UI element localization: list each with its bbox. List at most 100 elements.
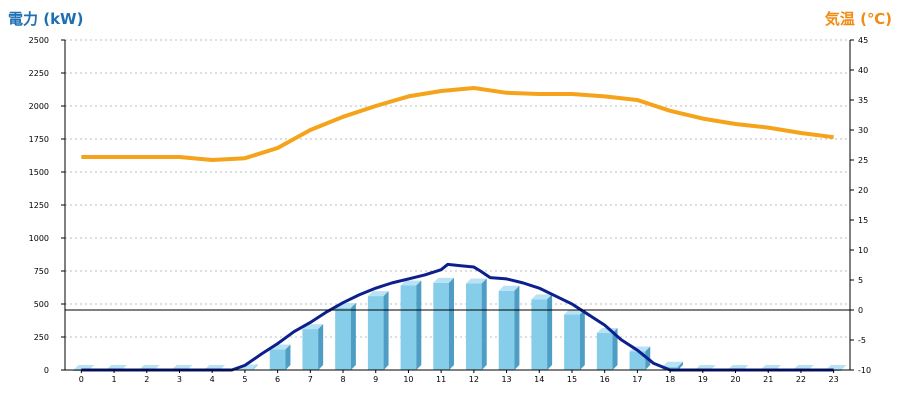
bar-side xyxy=(285,344,291,370)
bar-front xyxy=(498,290,515,370)
bar xyxy=(400,280,422,370)
right-tick-label: 40 xyxy=(858,66,868,75)
x-tick-label: 20 xyxy=(730,375,740,384)
right-tick-label: 35 xyxy=(858,96,868,105)
bar-top xyxy=(400,280,422,286)
left-tick-label: 1250 xyxy=(29,201,49,210)
bar-layer xyxy=(73,277,847,371)
right-tick-label: 0 xyxy=(858,306,863,315)
bar-front xyxy=(335,307,351,370)
left-tick-label: 2500 xyxy=(29,36,49,45)
x-tick-label: 13 xyxy=(501,375,511,384)
x-tick-label: 18 xyxy=(665,375,675,384)
bar-side xyxy=(448,277,454,370)
x-tick-label: 8 xyxy=(340,375,345,384)
bar-front xyxy=(367,296,384,370)
x-tick-label: 14 xyxy=(534,375,544,384)
bar-side xyxy=(318,324,324,370)
left-axis-title: 電力 (kW) xyxy=(8,10,83,28)
left-tick-label: 0 xyxy=(44,366,49,375)
bar xyxy=(662,361,683,370)
left-tick-label: 500 xyxy=(34,300,49,309)
bar-front xyxy=(662,366,678,370)
bar-front xyxy=(269,349,286,370)
x-tick-label: 1 xyxy=(112,375,117,384)
bar xyxy=(433,277,454,370)
x-tick-label: 0 xyxy=(79,375,84,384)
bar-front xyxy=(596,333,613,370)
left-tick-label: 1000 xyxy=(29,234,49,243)
bar xyxy=(335,302,356,370)
x-tick-label: 22 xyxy=(796,375,806,384)
left-tick-label: 2000 xyxy=(29,102,49,111)
x-tick-label: 6 xyxy=(275,375,280,384)
x-tick-label: 17 xyxy=(632,375,642,384)
bar-side xyxy=(547,294,553,370)
right-tick-label: 15 xyxy=(858,216,868,225)
bar-side xyxy=(416,280,422,370)
bar-top xyxy=(662,361,683,367)
label-layer: 02505007501000125015001750200022502500-1… xyxy=(29,36,871,384)
bar xyxy=(269,344,291,370)
bar xyxy=(498,285,520,370)
right-tick-label: 30 xyxy=(858,126,868,135)
left-tick-label: 1500 xyxy=(29,168,49,177)
x-tick-label: 7 xyxy=(308,375,313,384)
x-tick-label: 23 xyxy=(829,375,839,384)
x-tick-label: 10 xyxy=(403,375,413,384)
right-axis-title: 気温 (℃) xyxy=(825,10,892,28)
right-tick-label: 25 xyxy=(858,156,868,165)
axis-layer xyxy=(61,39,854,373)
line-layer xyxy=(81,86,834,372)
right-tick-label: 5 xyxy=(858,276,863,285)
bar-top xyxy=(498,285,520,291)
x-tick-label: 11 xyxy=(436,375,446,384)
bar-top xyxy=(564,309,585,315)
right-tick-label: -10 xyxy=(858,366,871,375)
x-tick-label: 9 xyxy=(373,375,378,384)
power-line xyxy=(81,262,834,372)
bar xyxy=(302,324,324,370)
bar-front xyxy=(400,285,417,370)
bar-front xyxy=(531,299,548,370)
bar xyxy=(531,294,553,370)
right-tick-label: -5 xyxy=(858,336,866,345)
left-tick-label: 2250 xyxy=(29,69,49,78)
right-tick-label: 45 xyxy=(858,36,868,45)
x-tick-label: 5 xyxy=(242,375,247,384)
bar xyxy=(466,278,487,370)
bar-side xyxy=(514,285,520,370)
x-tick-label: 15 xyxy=(567,375,577,384)
bar-front xyxy=(564,314,580,370)
x-tick-label: 21 xyxy=(763,375,773,384)
bar xyxy=(367,291,389,370)
bar-top xyxy=(531,294,553,300)
bar-top xyxy=(433,277,454,283)
bar-top xyxy=(466,278,487,284)
bar-front xyxy=(302,329,319,370)
left-tick-label: 250 xyxy=(34,333,49,342)
x-tick-label: 19 xyxy=(698,375,708,384)
grid-layer xyxy=(65,39,850,338)
bar-side xyxy=(612,328,618,370)
right-tick-label: 20 xyxy=(858,186,868,195)
temperature-line xyxy=(81,86,834,162)
left-tick-label: 1750 xyxy=(29,135,49,144)
right-tick-label: 10 xyxy=(858,246,868,255)
bar-side xyxy=(350,302,356,370)
bar-side xyxy=(252,364,258,370)
bar-side xyxy=(677,361,683,370)
bar-side xyxy=(481,278,487,370)
x-tick-label: 2 xyxy=(144,375,149,384)
bar-side xyxy=(579,309,585,370)
bar xyxy=(564,309,585,370)
left-tick-label: 750 xyxy=(34,267,49,276)
bar-top xyxy=(367,291,389,297)
x-tick-label: 4 xyxy=(210,375,215,384)
x-tick-label: 16 xyxy=(600,375,610,384)
bar-side xyxy=(383,291,389,370)
bar-front xyxy=(466,283,482,370)
bar-front xyxy=(629,351,646,370)
